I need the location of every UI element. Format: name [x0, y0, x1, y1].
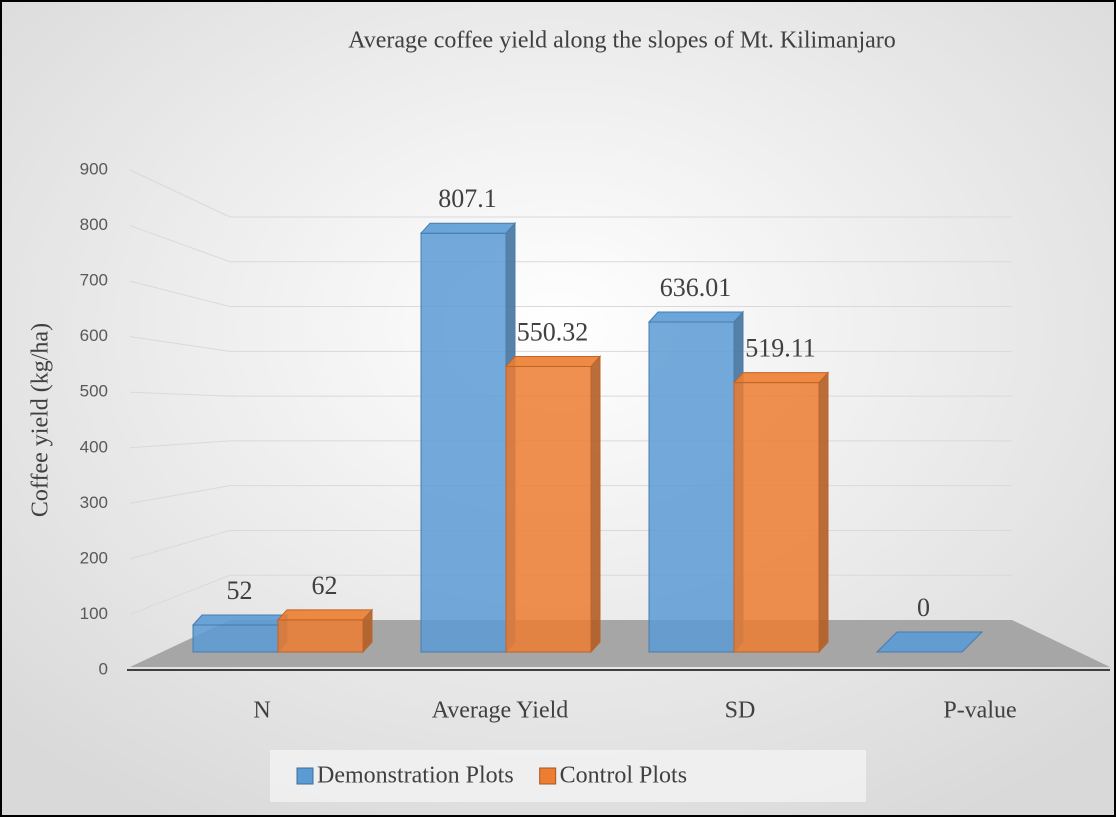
data-label: 62	[312, 571, 338, 600]
data-label: 0	[917, 593, 930, 622]
bar	[875, 631, 984, 653]
data-label: 550.32	[517, 317, 589, 346]
data-label: 636.01	[660, 273, 732, 302]
y-tick-label: 400	[80, 437, 108, 456]
grid-line	[129, 336, 1012, 352]
bar	[732, 371, 830, 654]
y-tick-label: 500	[80, 382, 108, 401]
y-tick-label: 800	[80, 215, 108, 234]
data-label: 519.11	[745, 334, 816, 363]
grid-line	[129, 169, 1012, 218]
y-axis-label: Coffee yield (kg/ha)	[28, 323, 54, 517]
bar-face	[647, 311, 745, 323]
bar-face	[276, 609, 374, 621]
bar	[191, 613, 289, 654]
y-tick-label: 700	[80, 271, 108, 290]
bar-face	[277, 619, 364, 653]
bar-face	[818, 371, 829, 654]
grid-line	[129, 225, 1012, 263]
bar-face	[875, 631, 984, 653]
y-tick-label: 200	[80, 548, 108, 567]
bar-face	[733, 382, 820, 653]
y-tick-label: 600	[80, 326, 108, 345]
bar	[504, 355, 602, 654]
bar	[419, 221, 517, 654]
y-tick-label: 100	[80, 604, 108, 623]
chart-title: Average coffee yield along the slopes of…	[348, 28, 896, 54]
floor	[130, 620, 1110, 667]
bar-face	[648, 321, 735, 653]
x-tick-label: P-value	[943, 698, 1016, 724]
bar	[276, 608, 374, 654]
data-label: 807.1	[438, 184, 497, 213]
grid-line	[129, 280, 1012, 308]
legend-box	[270, 750, 866, 802]
bar	[647, 310, 745, 654]
y-tick-label: 900	[80, 159, 108, 178]
bar-face	[191, 614, 289, 626]
bar-face	[419, 222, 517, 234]
x-tick-label: N	[253, 698, 270, 724]
bar-face	[732, 372, 830, 384]
data-label: 52	[227, 576, 253, 605]
y-tick-label: 300	[80, 493, 108, 512]
bar-face	[590, 355, 601, 654]
bar-face	[505, 365, 592, 653]
x-tick-label: Average Yield	[432, 698, 569, 724]
y-tick-label: 0	[99, 659, 108, 678]
bar-face	[420, 232, 507, 653]
bar-face	[192, 624, 279, 653]
legend-label: Control Plots	[560, 763, 687, 789]
legend-swatch	[539, 767, 557, 785]
legend-swatch	[296, 767, 314, 785]
legend-label: Demonstration Plots	[317, 763, 514, 789]
bar-face	[504, 355, 602, 367]
x-tick-label: SD	[725, 698, 756, 724]
